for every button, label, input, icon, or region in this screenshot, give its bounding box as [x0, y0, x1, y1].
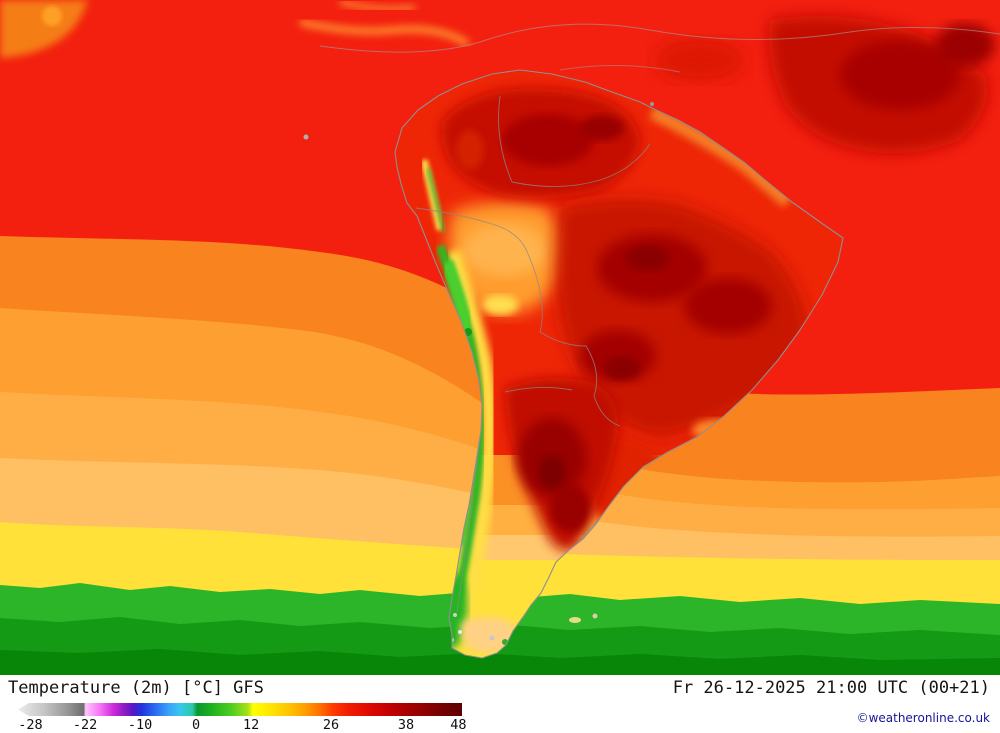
legend-tick-label: -10 — [127, 717, 153, 733]
copyright-link[interactable]: ©weatheronline.co.uk — [856, 711, 990, 725]
legend-tick-label: 26 — [322, 717, 340, 733]
legend-tick-label: -22 — [72, 717, 98, 733]
small-islands — [303, 102, 654, 623]
map-area — [0, 0, 1000, 675]
legend-gradient-bar — [18, 703, 462, 716]
caribbean-contour-streaks — [299, 0, 1000, 73]
legend-tick-label: 12 — [242, 717, 260, 733]
atlantic-hot-patches — [655, 16, 995, 154]
legend-ticks: -28 -22 -10 0 12 26 38 48 — [18, 717, 466, 733]
legend-tick-label: 38 — [397, 717, 415, 733]
legend: -28 -22 -10 0 12 26 38 48 — [18, 703, 467, 733]
guiana-coast-fringe — [648, 105, 793, 208]
map-title: Temperature (2m) [°C] GFS — [8, 678, 264, 698]
legend-tick-label: -28 — [18, 717, 43, 733]
temperature-map-svg — [0, 0, 1000, 675]
paraguay-argentina-hot-region — [505, 378, 619, 551]
pacific-warm-patch-top-left — [0, 0, 88, 58]
west-amazon-orange-region — [448, 202, 567, 315]
legend-tick-label: 48 — [450, 717, 467, 733]
legend-tick-label: 0 — [191, 717, 201, 733]
map-datetime: Fr 26-12-2025 21:00 UTC (00+21) — [672, 678, 990, 698]
brazil-hot-region — [556, 198, 808, 441]
colombia-andes-strip — [420, 159, 446, 233]
meta-row: Temperature (2m) [°C] GFS Fr 26-12-2025 … — [0, 675, 1000, 698]
north-hot-region — [441, 88, 640, 199]
footer: Temperature (2m) [°C] GFS Fr 26-12-2025 … — [0, 675, 1000, 733]
coastline — [394, 69, 844, 659]
country-borders — [415, 95, 651, 613]
